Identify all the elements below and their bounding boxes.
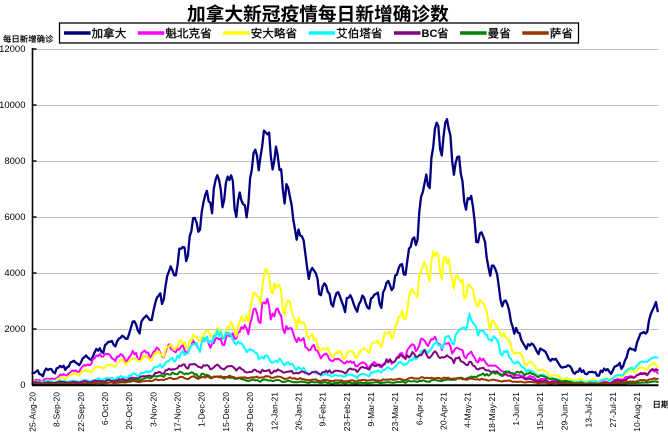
svg-text:25-Aug-20: 25-Aug-20	[28, 392, 38, 432]
svg-text:1-Jun-21: 1-Jun-21	[511, 392, 521, 426]
svg-text:23-Mar-21: 23-Mar-21	[390, 392, 400, 431]
svg-text:6000: 6000	[4, 212, 25, 223]
svg-text:15-Jun-21: 15-Jun-21	[535, 392, 545, 431]
svg-text:29-Jun-21: 29-Jun-21	[559, 392, 569, 431]
svg-text:9-Feb-21: 9-Feb-21	[318, 392, 328, 427]
svg-text:29-Dec-20: 29-Dec-20	[245, 392, 255, 432]
svg-text:15-Dec-20: 15-Dec-20	[221, 392, 231, 432]
svg-text:22-Sep-20: 22-Sep-20	[76, 392, 86, 432]
svg-text:20-Apr-21: 20-Apr-21	[439, 392, 449, 430]
svg-text:18-May-21: 18-May-21	[487, 392, 497, 433]
svg-text:BC: BC	[422, 28, 438, 40]
svg-text:1-Dec-20: 1-Dec-20	[197, 392, 207, 427]
svg-text:10-Aug-21: 10-Aug-21	[632, 392, 642, 432]
svg-text:12-Jan-21: 12-Jan-21	[269, 392, 279, 431]
svg-text:6-Oct-20: 6-Oct-20	[100, 392, 110, 425]
svg-text:12000: 12000	[0, 44, 26, 55]
svg-text:26-Jan-21: 26-Jan-21	[294, 392, 304, 431]
svg-text:8-Sep-20: 8-Sep-20	[52, 392, 62, 427]
svg-text:20-Oct-20: 20-Oct-20	[124, 392, 134, 430]
svg-text:13-Jul-21: 13-Jul-21	[584, 392, 594, 428]
svg-text:27-Jul-21: 27-Jul-21	[608, 392, 618, 428]
svg-text:8000: 8000	[4, 156, 25, 167]
svg-text:0: 0	[20, 380, 25, 391]
svg-text:4000: 4000	[4, 268, 25, 279]
svg-text:9-Mar-21: 9-Mar-21	[366, 392, 376, 427]
svg-text:6-Apr-21: 6-Apr-21	[414, 392, 424, 425]
svg-text:4-May-21: 4-May-21	[463, 392, 473, 428]
svg-text:23-Feb-21: 23-Feb-21	[342, 392, 352, 431]
svg-text:17-Nov-20: 17-Nov-20	[173, 392, 183, 432]
svg-text:2000: 2000	[4, 324, 25, 335]
svg-text:3-Nov-20: 3-Nov-20	[148, 392, 158, 427]
svg-text:10000: 10000	[0, 100, 26, 111]
